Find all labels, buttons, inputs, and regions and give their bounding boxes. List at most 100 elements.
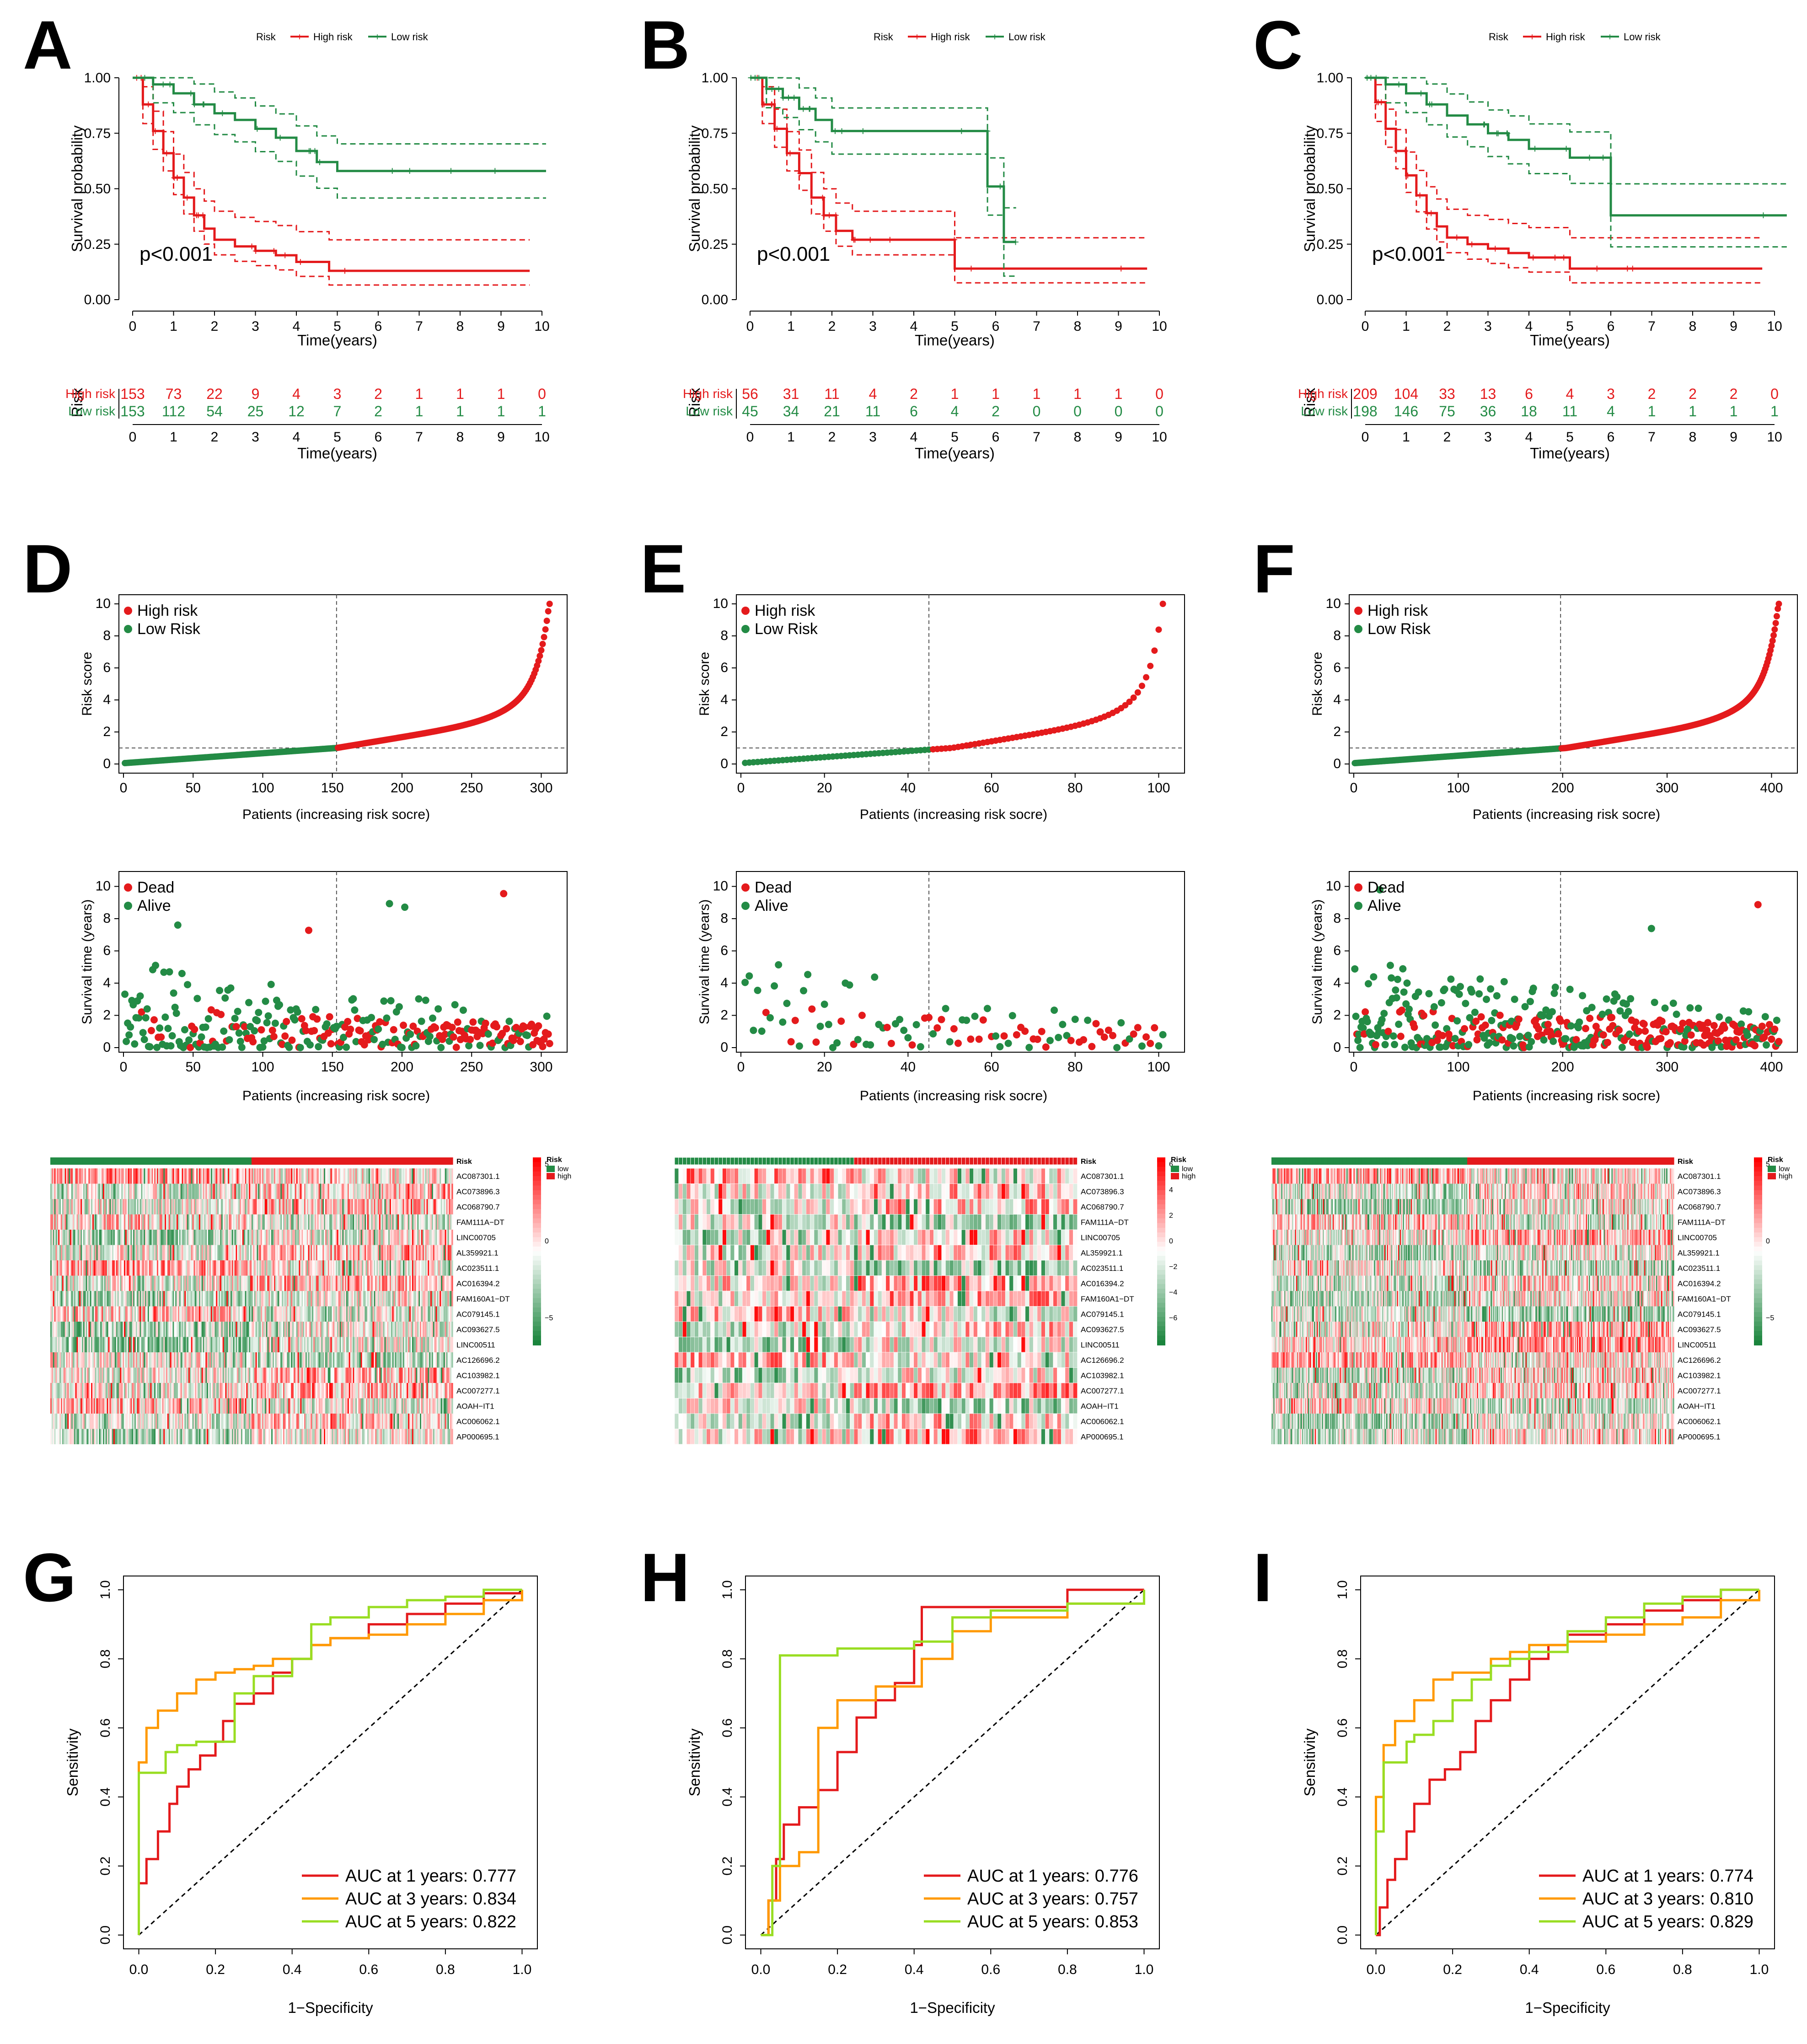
- status-point: [1493, 992, 1501, 1000]
- ci-upper-high: [750, 77, 1147, 239]
- legend-label-high: High risk: [1546, 31, 1586, 43]
- status-point: [469, 1018, 477, 1026]
- status-point: [1151, 1024, 1158, 1032]
- status-point: [1686, 1004, 1694, 1012]
- censor-mark: +: [1492, 242, 1499, 255]
- status-point: [1084, 1017, 1092, 1024]
- risk-table-x-tick-label: 4: [293, 430, 300, 445]
- x-tick-label: 400: [1760, 1060, 1783, 1075]
- censor-mark: +: [1503, 126, 1510, 140]
- status-point: [253, 1017, 261, 1025]
- status-point: [1716, 1013, 1723, 1021]
- status-point: [929, 1030, 937, 1038]
- censor-mark: +: [1402, 144, 1409, 158]
- legend-label-alive: Alive: [755, 897, 788, 914]
- status-point: [1550, 1038, 1557, 1045]
- status-point: [900, 1027, 908, 1034]
- risk-table-cell: 2: [992, 403, 1000, 420]
- y-tick-label: 8: [103, 628, 111, 643]
- status-point: [351, 1006, 359, 1014]
- risk-table-row-label: High risk: [683, 387, 733, 401]
- status-point: [1687, 1031, 1695, 1039]
- p-value: p<0.001: [757, 243, 830, 265]
- status-point: [306, 1041, 314, 1049]
- censor-mark: +: [1530, 251, 1537, 264]
- risk-table-cell: 1: [1033, 386, 1041, 402]
- status-point: [1142, 1033, 1150, 1041]
- legend-swatch-low-mark: +: [1607, 31, 1613, 43]
- status-point: [466, 1036, 474, 1044]
- risk-table-cell: 0: [1155, 386, 1164, 402]
- x-tick-label: 200: [1551, 1060, 1574, 1075]
- risk-table-cell: 11: [865, 403, 880, 420]
- status-point: [1004, 1039, 1012, 1047]
- x-tick-label: 5: [1566, 319, 1574, 334]
- status-point: [1067, 1037, 1075, 1044]
- risk-table-cell: 153: [120, 386, 145, 402]
- annotation-label: Risk: [456, 1158, 472, 1166]
- censor-mark: +: [852, 233, 858, 247]
- censor-mark: +: [1495, 126, 1501, 140]
- x-tick-label: 100: [1447, 1060, 1469, 1075]
- x-tick-label: 3: [1484, 319, 1492, 334]
- risk-table-cell: 4: [869, 386, 877, 402]
- risk-table-x-tick-label: 7: [1648, 430, 1656, 445]
- censor-mark: +: [191, 97, 198, 111]
- risk-table-x-tick-label: 3: [869, 430, 877, 445]
- status-point: [249, 1038, 257, 1046]
- censor-mark: +: [1504, 126, 1511, 140]
- panel-letter-F: F: [1253, 530, 1295, 607]
- status-point: [204, 1015, 212, 1022]
- risk-table-cell: 2: [1730, 386, 1738, 402]
- risk-table-x-tick-label: 4: [910, 430, 918, 445]
- x-tick-label: 20: [817, 780, 832, 796]
- x-axis-label: Time(years): [297, 332, 377, 349]
- status-point: [1453, 1017, 1461, 1025]
- status-point: [1551, 984, 1559, 991]
- risk-table-x-tick-label: 5: [1566, 430, 1574, 445]
- status-point: [1401, 1044, 1409, 1051]
- y-tick-label: 8: [1333, 911, 1341, 926]
- risk-point: [1155, 626, 1162, 633]
- status-point: [1388, 974, 1395, 982]
- status-point: [227, 984, 235, 992]
- status-point: [1526, 998, 1534, 1006]
- legend-label-high: High risk: [755, 602, 815, 619]
- status-point: [1021, 1027, 1029, 1035]
- status-point: [1500, 978, 1508, 985]
- censor-mark: +: [984, 124, 991, 138]
- risk-table-cell: 1: [1648, 403, 1656, 420]
- status-point: [401, 904, 409, 911]
- ci-lower-low: [133, 77, 546, 199]
- survival-curve-high: [1365, 76, 1763, 270]
- risk-table-cell: 146: [1394, 403, 1418, 420]
- status-point: [846, 981, 853, 989]
- legend-dot-alive: [741, 902, 750, 910]
- status-point: [1647, 925, 1655, 932]
- x-tick-label: 10: [1767, 319, 1782, 334]
- censor-mark: +: [997, 180, 1003, 194]
- censor-mark: +: [806, 102, 813, 116]
- panel-letter-E: E: [640, 530, 686, 607]
- status-point: [535, 1022, 542, 1030]
- censor-mark: +: [886, 233, 893, 247]
- risk-table-x-tick-label: 9: [1730, 430, 1737, 445]
- status-point: [191, 1026, 198, 1033]
- legend-label-dead: Dead: [1367, 879, 1405, 896]
- x-tick-label: 250: [460, 1060, 483, 1075]
- censor-mark: +: [163, 146, 170, 160]
- status-point: [245, 999, 253, 1006]
- x-tick-label: 100: [1147, 1060, 1170, 1075]
- censor-mark: +: [831, 124, 838, 138]
- y-tick-label: 0.25: [702, 237, 728, 252]
- status-point: [459, 1006, 467, 1014]
- x-tick-label: 4: [293, 319, 300, 334]
- status-point: [983, 1005, 991, 1012]
- x-axis-label: Patients (increasing risk socre): [1473, 807, 1660, 822]
- risk-table-cell: 11: [824, 386, 839, 402]
- risk-table-x-tick-label: 9: [497, 430, 505, 445]
- y-tick-label: 2: [1333, 1008, 1341, 1023]
- risk-table-cell: 1: [497, 386, 505, 402]
- censor-mark: +: [492, 164, 499, 178]
- legend-label-high: High risk: [313, 31, 353, 43]
